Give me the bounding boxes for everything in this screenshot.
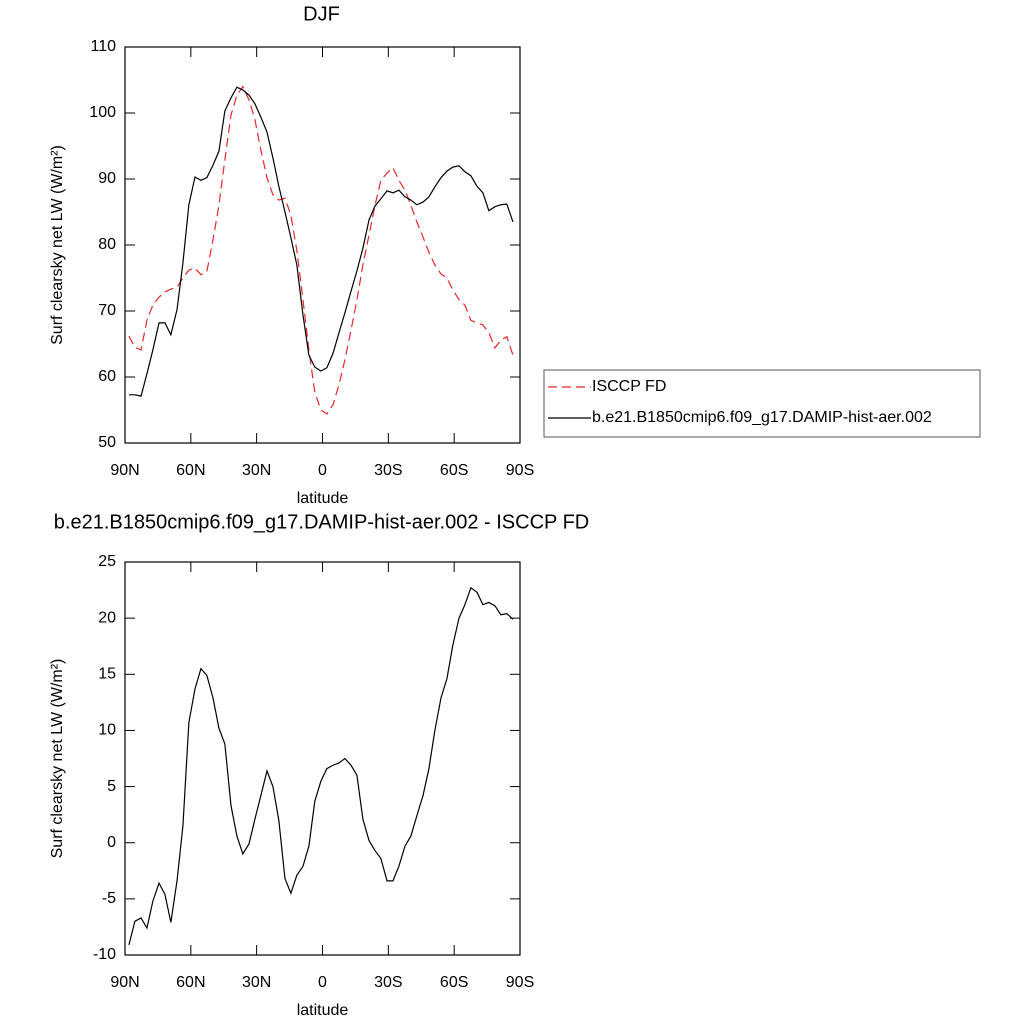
- y-tick-label: 90: [98, 170, 116, 187]
- legend-label: b.e21.B1850cmip6.f09_g17.DAMIP-hist-aer.…: [592, 409, 932, 426]
- y-tick-label: -5: [102, 890, 116, 907]
- y-tick-label: 0: [107, 834, 116, 851]
- y-axis-label: Surf clearsky net LW (W/m²): [49, 659, 66, 859]
- legend-box: [543, 369, 981, 438]
- x-tick-label: 0: [318, 974, 327, 991]
- line-series: [128, 86, 514, 397]
- legend-label: ISCCP FD: [592, 378, 666, 395]
- y-tick-label: 50: [98, 434, 116, 451]
- y-tick-label: 110: [90, 38, 116, 55]
- y-tick-label: 80: [98, 236, 116, 253]
- x-tick-label: 30S: [374, 462, 402, 479]
- x-tick-label: 30N: [242, 974, 271, 991]
- y-tick-label: 10: [98, 722, 116, 739]
- y-tick-label: 5: [107, 778, 116, 795]
- line-series: [128, 586, 514, 946]
- x-tick-label: 60S: [440, 462, 468, 479]
- x-tick-label: 30S: [374, 974, 402, 991]
- x-tick-label: 90S: [506, 462, 534, 479]
- y-tick-label: 20: [98, 609, 116, 626]
- y-tick-label: 25: [98, 553, 116, 570]
- x-tick-label: 30N: [242, 462, 271, 479]
- x-tick-label: 90N: [110, 462, 139, 479]
- x-axis-label: latitude: [297, 490, 349, 507]
- y-tick-label: 60: [98, 368, 116, 385]
- y-tick-label: 15: [98, 666, 116, 683]
- x-tick-label: 0: [318, 462, 327, 479]
- x-tick-label: 60N: [176, 462, 205, 479]
- x-tick-label: 90S: [506, 974, 534, 991]
- line-series: [128, 85, 514, 415]
- x-tick-label: 60S: [440, 974, 468, 991]
- x-tick-label: 60N: [176, 974, 205, 991]
- y-tick-label: 100: [89, 104, 116, 121]
- plot-frame: [124, 46, 521, 444]
- y-tick-label: -10: [93, 946, 116, 963]
- x-axis-label: latitude: [297, 1002, 349, 1019]
- y-tick-label: 70: [98, 302, 116, 319]
- x-tick-label: 90N: [110, 974, 139, 991]
- chart-title: b.e21.B1850cmip6.f09_g17.DAMIP-hist-aer.…: [54, 511, 589, 533]
- plot-frame: [124, 561, 521, 956]
- chart-title: DJF: [303, 3, 340, 25]
- y-axis-label: Surf clearsky net LW (W/m²): [49, 145, 66, 345]
